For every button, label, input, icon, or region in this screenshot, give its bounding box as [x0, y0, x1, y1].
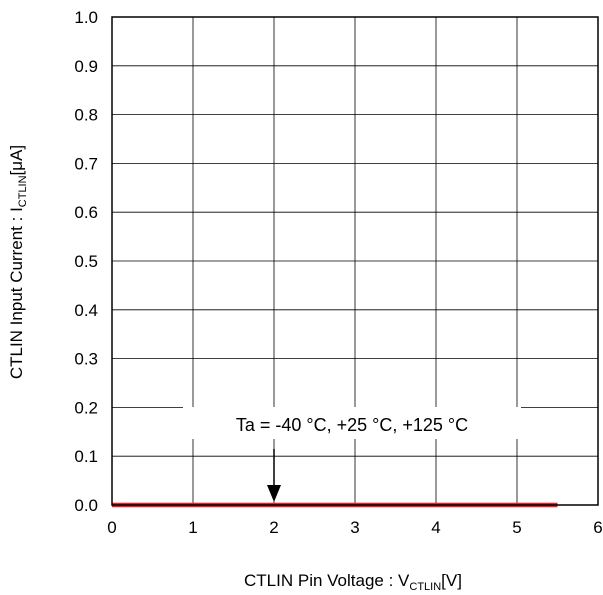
y-tick-label: 0.6: [74, 203, 98, 222]
y-tick-label: 1.0: [74, 8, 98, 27]
y-tick-label: 0.5: [74, 252, 98, 271]
grid: [112, 17, 598, 505]
y-tick-label: 0.9: [74, 57, 98, 76]
x-tick-label: 6: [593, 518, 602, 537]
x-tick-label: 5: [512, 518, 521, 537]
y-tick-label: 0.8: [74, 106, 98, 125]
x-tick-label: 1: [188, 518, 197, 537]
y-tick-label: 0.2: [74, 398, 98, 417]
plot-frame: [111, 16, 599, 506]
annotation-text: Ta = -40 °C, +25 °C, +125 °C: [236, 415, 468, 435]
y-tick-label: 0.3: [74, 350, 98, 369]
annotation: Ta = -40 °C, +25 °C, +125 °C: [183, 407, 521, 502]
x-tick-label: 2: [269, 518, 278, 537]
annotation-arrowhead: [267, 485, 281, 502]
y-tick-label: 0.4: [74, 301, 98, 320]
x-tick-label: 0: [107, 518, 116, 537]
x-axis-label: CTLIN Pin Voltage : VCTLIN[V]: [244, 571, 462, 593]
y-axis-label: CTLIN Input Current : ICTLIN[μA]: [7, 145, 29, 379]
y-tick-label: 0.1: [74, 447, 98, 466]
x-tick-label: 4: [431, 518, 440, 537]
y-tick-label: 0.0: [74, 496, 98, 515]
annotation-background: [183, 407, 521, 439]
y-tick-label: 0.7: [74, 154, 98, 173]
x-tick-label: 3: [350, 518, 359, 537]
x-tick-labels: 0 1 2 3 4 5 6: [107, 518, 602, 537]
y-tick-labels: 0.0 0.1 0.2 0.3 0.4 0.5 0.6 0.7 0.8 0.9 1.0: [74, 8, 98, 515]
